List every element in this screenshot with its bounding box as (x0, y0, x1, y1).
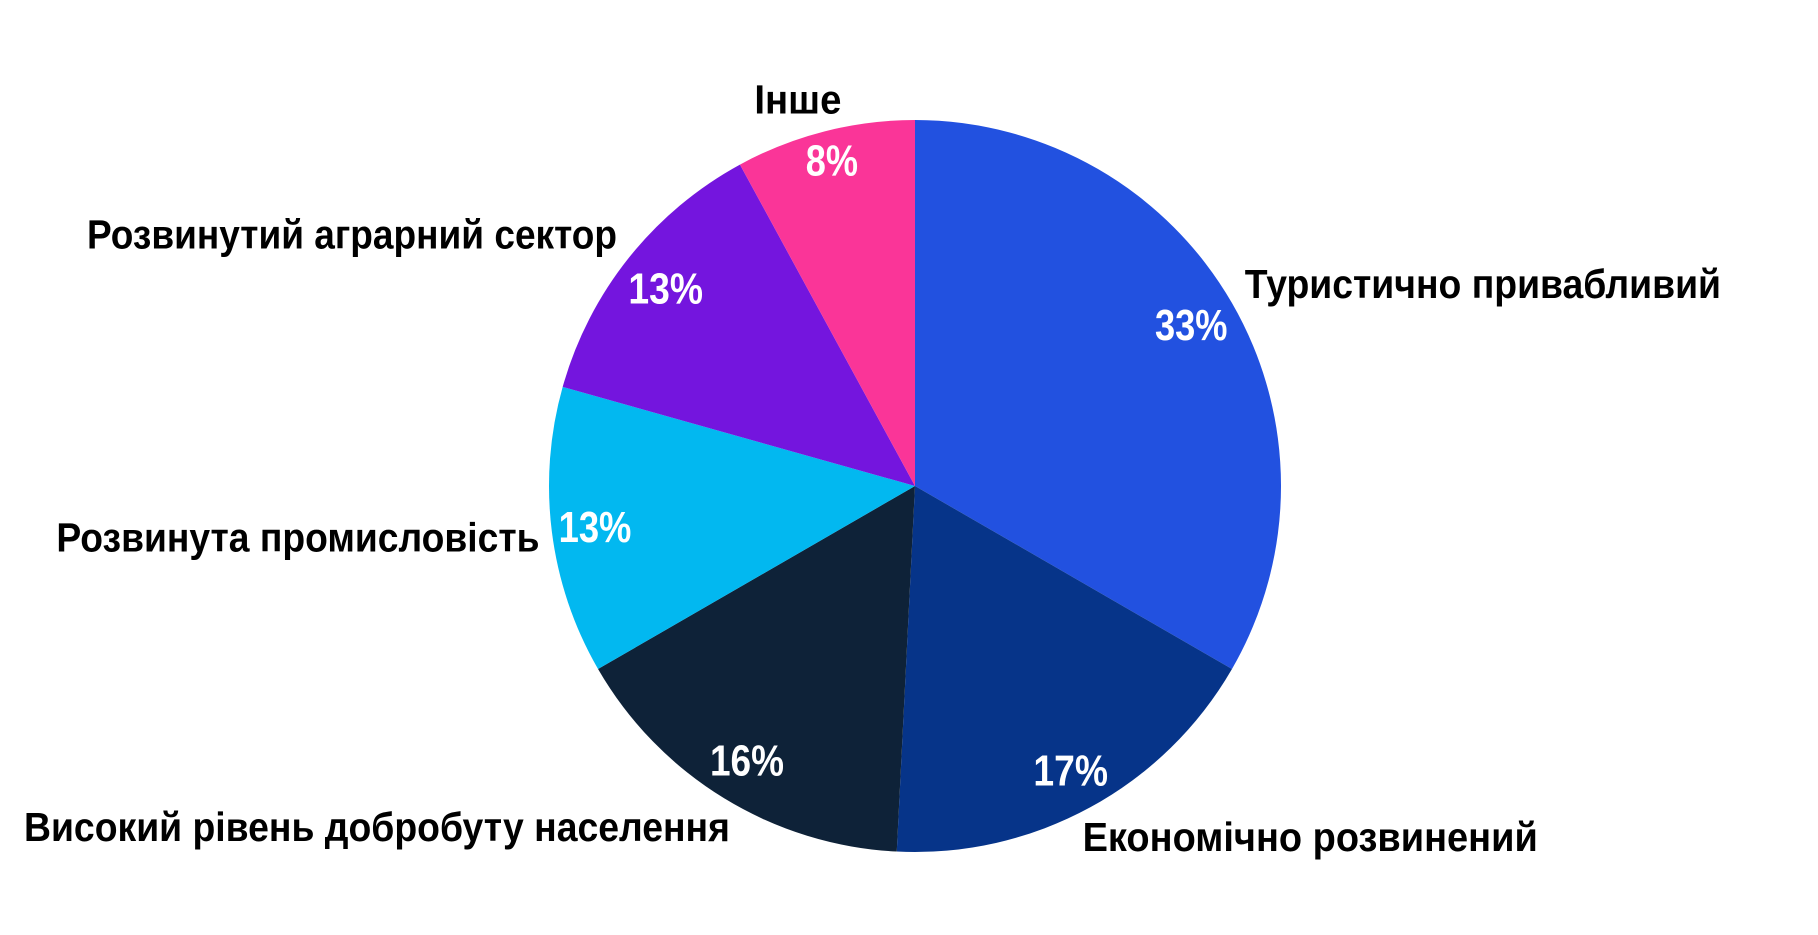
svg-text:Розвинутий аграрний сектор: Розвинутий аграрний сектор (87, 211, 617, 257)
svg-text:8%: 8% (806, 138, 858, 186)
svg-text:Економічно розвинений: Економічно розвинений (1083, 814, 1538, 860)
svg-text:Розвинута промисловість: Розвинута промисловість (56, 514, 539, 560)
svg-text:Туристично привабливий: Туристично привабливий (1245, 261, 1721, 307)
svg-text:33%: 33% (1155, 302, 1228, 350)
svg-text:Високий рівень добробуту насел: Високий рівень добробуту населення (24, 804, 730, 850)
svg-text:16%: 16% (710, 737, 784, 785)
svg-text:13%: 13% (628, 266, 703, 314)
svg-text:13%: 13% (559, 504, 632, 552)
svg-text:Інше: Інше (754, 77, 841, 123)
svg-text:17%: 17% (1033, 748, 1108, 796)
